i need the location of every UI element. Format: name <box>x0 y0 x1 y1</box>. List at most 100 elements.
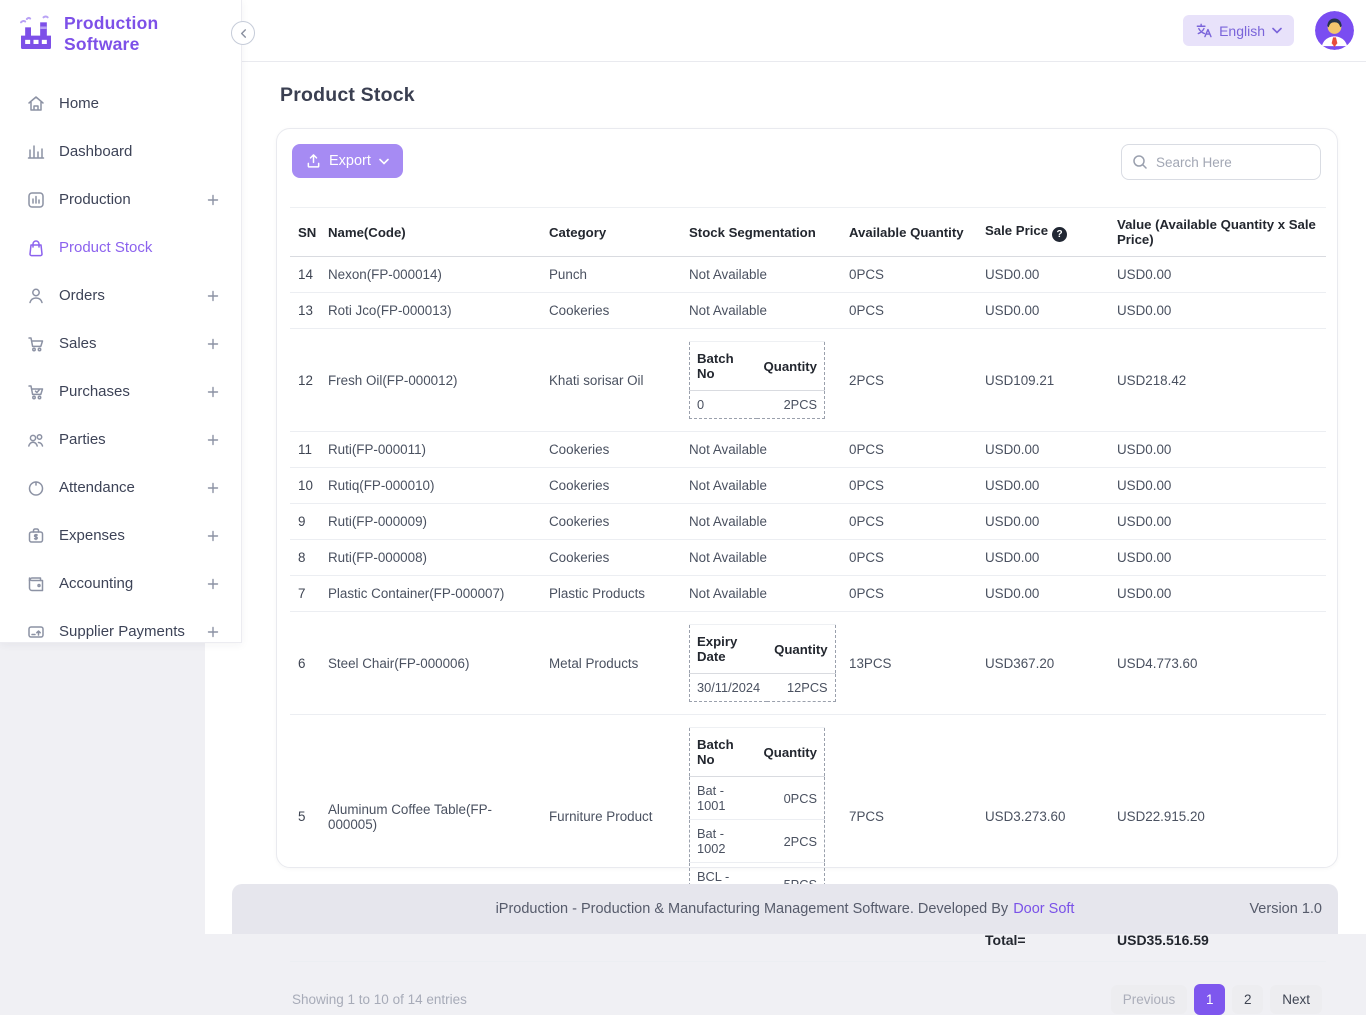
category-cell: Plastic Products <box>549 575 689 612</box>
sidebar-item-accounting[interactable]: Accounting <box>0 560 241 608</box>
chevron-down-icon <box>1272 27 1282 34</box>
page-button-2[interactable]: 2 <box>1232 985 1264 1014</box>
value-cell: USD0.00 <box>1117 267 1172 282</box>
table-row: 12 Fresh Oil(FP-000012) Khati sorisar Oil B… <box>290 328 1326 432</box>
segmentation-value: 12PCS <box>787 680 828 695</box>
sidebar-item-purchases[interactable]: Purchases <box>0 368 241 416</box>
category-cell: Cookeries <box>549 467 689 504</box>
footer-text: iProduction - Production & Manufacturing… <box>495 901 1009 917</box>
expand-plus-icon <box>207 338 219 350</box>
segmentation-cell: Not Available <box>689 575 849 612</box>
sidebar-item-production[interactable]: Production <box>0 176 241 224</box>
sn-cell: 13 <box>290 292 328 329</box>
segmentation-row: Bat - 1002 2PCS <box>689 819 825 863</box>
sidebar: Production Software Home Dashboard Product… <box>0 0 242 643</box>
column-header-quantity: Available Quantity <box>849 207 985 257</box>
available-quantity-cell: 0PCS <box>849 292 985 329</box>
sidebar-item-label: Expenses <box>59 527 125 545</box>
sidebar-item-supplier-payments[interactable]: Supplier Payments <box>0 608 241 656</box>
sidebar-item-label: Sales <box>59 335 97 353</box>
product-name-cell: Ruti(FP-000008) <box>328 539 549 576</box>
brand-name: Production Software <box>64 13 159 55</box>
category-cell: Cookeries <box>549 431 689 468</box>
segmentation-table: Batch No Quantity Bat - 1001 0PCS Bat - 1002… <box>689 727 825 906</box>
table-row: 11 Ruti(FP-000011) Cookeries Not Available 0… <box>290 431 1326 468</box>
export-upload-icon <box>306 153 321 169</box>
next-page-button[interactable]: Next <box>1270 985 1322 1014</box>
segmentation-row: 30/11/2024 12PCS <box>690 674 836 702</box>
user-avatar[interactable] <box>1315 11 1354 50</box>
sidebar-item-label: Accounting <box>59 575 134 593</box>
available-quantity-cell: 0PCS <box>849 431 985 468</box>
price-help-icon[interactable]: ? <box>1052 226 1068 242</box>
product-stock-card: Export <box>276 128 1338 1015</box>
value-cell: USD0.00 <box>1117 575 1326 612</box>
segmentation-value: Bat - 1002 <box>689 819 757 863</box>
sale-price-cell: USD0.00 <box>985 503 1117 540</box>
segmentation-header: Batch No <box>689 341 757 391</box>
sale-price-cell: USD0.00 <box>985 539 1117 576</box>
segmentation-cell: Not Available <box>689 431 849 468</box>
sidebar-item-sales[interactable]: Sales <box>0 320 241 368</box>
product-name-cell: Nexon(FP-000014) <box>328 267 442 282</box>
sale-price-cell: USD0.00 <box>985 267 1040 282</box>
segmentation-header-row: Expiry Date Quantity <box>689 624 836 674</box>
export-label: Export <box>329 153 371 169</box>
segmentation-cell: Not Available <box>689 503 849 540</box>
sn-cell: 8 <box>290 539 328 576</box>
table-row: 13 Roti Jco(FP-000013) Cookeries Not Availa… <box>290 292 1326 329</box>
segmentation-cell: Expiry Date Quantity 30/11/2024 12PCS <box>689 611 849 715</box>
sale-price-cell: USD0.00 <box>985 292 1117 329</box>
segmentation-header: Quantity <box>756 341 825 391</box>
export-button[interactable]: Export <box>292 144 403 178</box>
expenses-icon <box>26 526 46 546</box>
sales-icon <box>26 334 46 354</box>
sidebar-item-label: Orders <box>59 287 105 305</box>
sidebar-item-label: Purchases <box>59 383 130 401</box>
brand-logo[interactable]: Production Software <box>0 0 241 56</box>
column-header-segmentation: Stock Segmentation <box>689 207 849 257</box>
available-quantity-cell: 0PCS <box>849 575 985 612</box>
production-icon <box>26 190 46 210</box>
sn-cell: 9 <box>290 503 328 540</box>
sidebar-item-parties[interactable]: Parties <box>0 416 241 464</box>
segmentation-value: 2PCS <box>756 819 825 863</box>
sidebar-item-label: Production <box>59 191 131 209</box>
sn-cell: 11 <box>290 431 328 468</box>
dashboard-icon <box>26 142 46 162</box>
sale-price-cell: USD0.00 <box>985 431 1117 468</box>
search-input[interactable] <box>1121 144 1321 180</box>
table-footer: Showing 1 to 10 of 14 entries Previous 1… <box>290 962 1324 1015</box>
purchases-icon <box>26 382 46 402</box>
segmentation-cell: Not Available <box>689 539 849 576</box>
sidebar-item-label: Product Stock <box>59 239 153 257</box>
sidebar-item-orders[interactable]: Orders <box>0 272 241 320</box>
stock-table-body: 14 Nexon(FP-000014) Punch Not Available 0PCS… <box>290 257 1326 919</box>
sidebar-item-attendance[interactable]: Attendance <box>0 464 241 512</box>
segmentation-header: Expiry Date <box>689 624 768 674</box>
sidebar-collapse-button[interactable] <box>231 21 255 45</box>
sidebar-item-product-stock[interactable]: Product Stock <box>0 224 241 272</box>
sidebar-item-dashboard[interactable]: Dashboard <box>0 128 241 176</box>
column-header-category: Category <box>549 207 689 257</box>
product-name-cell: Fresh Oil(FP-000012) <box>328 328 549 432</box>
sidebar-item-home[interactable]: Home <box>0 80 241 128</box>
sidebar-item-label: Supplier Payments <box>59 623 185 641</box>
door-soft-link[interactable]: Door Soft <box>1013 901 1075 917</box>
parties-icon <box>26 430 46 450</box>
value-cell: USD0.00 <box>1117 539 1326 576</box>
language-selector[interactable]: English <box>1183 15 1294 46</box>
column-header-price: Sale Price? <box>985 207 1117 257</box>
sidebar-item-label: Attendance <box>59 479 135 497</box>
available-quantity-cell: 0PCS <box>849 503 985 540</box>
sidebar-item-label: Dashboard <box>59 143 133 161</box>
sidebar-item-expenses[interactable]: Expenses <box>0 512 241 560</box>
page-button-1[interactable]: 1 <box>1194 984 1226 1015</box>
segmentation-cell: Not Available <box>689 267 767 282</box>
pagination: Previous 1 2 Next <box>1110 984 1322 1015</box>
sale-price-cell: USD0.00 <box>985 467 1117 504</box>
sn-cell: 12 <box>290 328 328 432</box>
table-row: 10 Rutiq(FP-000010) Cookeries Not Available… <box>290 467 1326 504</box>
previous-page-button[interactable]: Previous <box>1110 985 1188 1014</box>
